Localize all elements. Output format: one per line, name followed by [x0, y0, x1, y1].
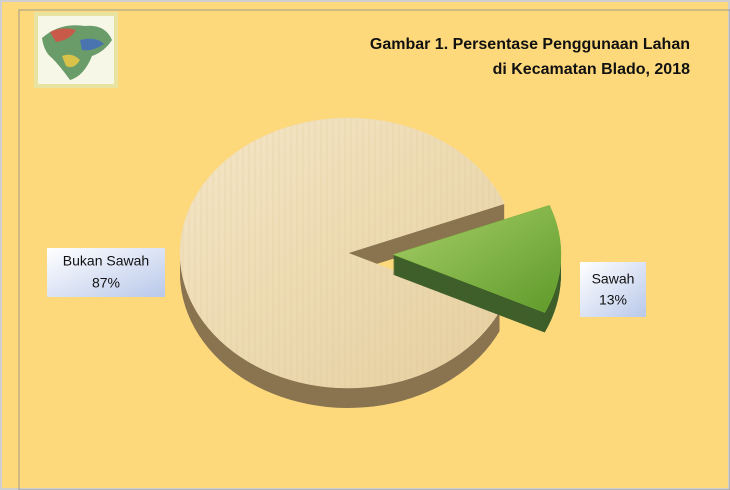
chart-title: Gambar 1. Persentase Penggunaan Lahan: [370, 36, 690, 53]
map-thumbnail: [36, 14, 116, 86]
chart: Gambar 1. Persentase Penggunaan Lahan di…: [0, 0, 730, 490]
value-label: 13%: [599, 292, 627, 308]
category-label: Bukan Sawah: [63, 253, 149, 269]
value-label: 87%: [92, 275, 120, 291]
category-label: Sawah: [592, 271, 635, 287]
page: Gambar 1. Persentase Penggunaan Lahan di…: [0, 0, 730, 490]
chart-title: di Kecamatan Blado, 2018: [493, 61, 691, 78]
